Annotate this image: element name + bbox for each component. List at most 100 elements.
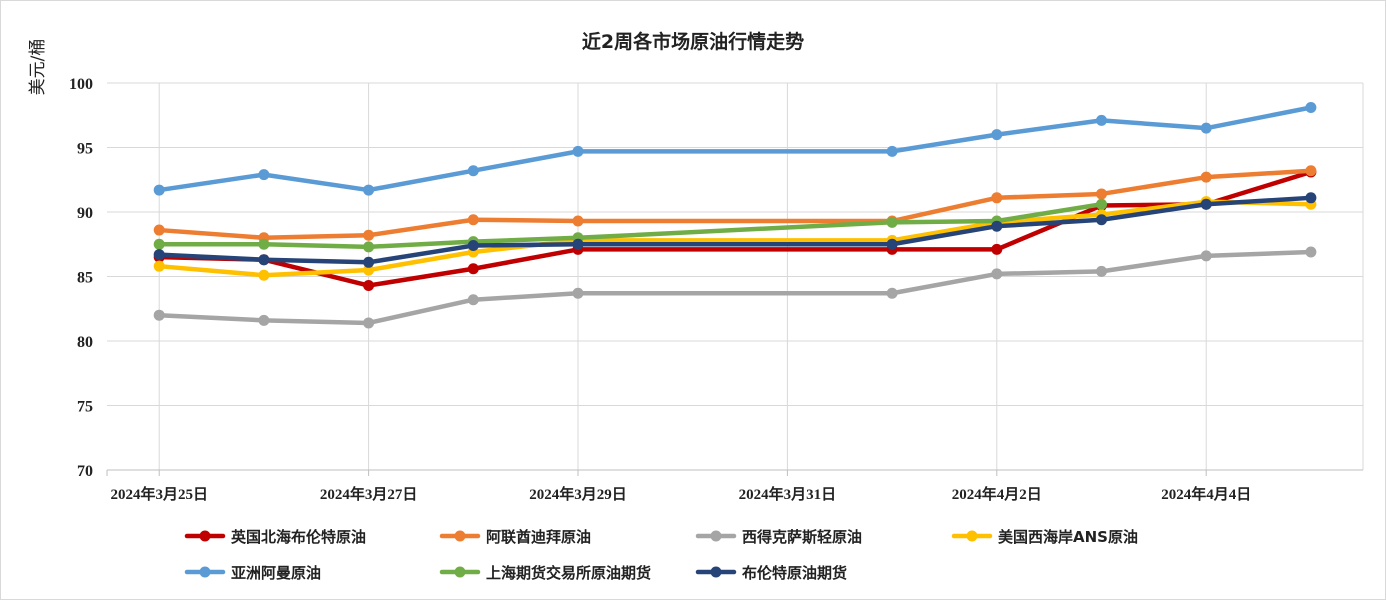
data-point bbox=[572, 215, 584, 227]
legend-label: 亚洲阿曼原油 bbox=[231, 564, 321, 582]
data-point bbox=[1096, 188, 1107, 200]
legend-item: 美国西海岸ANS原油 bbox=[951, 528, 1138, 546]
data-point bbox=[886, 287, 898, 299]
legend-label: 美国西海岸ANS原油 bbox=[998, 528, 1138, 546]
series-line bbox=[156, 195, 1314, 265]
data-point bbox=[258, 169, 270, 181]
data-point bbox=[886, 145, 898, 157]
y-axis-label: 美元/桶 bbox=[28, 39, 48, 96]
legend-item: 布伦特原油期货 bbox=[695, 564, 847, 582]
data-point bbox=[1096, 214, 1107, 226]
y-tick-label: 90 bbox=[77, 205, 93, 222]
data-point bbox=[572, 145, 584, 157]
data-point bbox=[1200, 171, 1212, 183]
chart-title: 近2周各市场原油行情走势 bbox=[582, 30, 804, 53]
series-7 bbox=[153, 192, 1317, 268]
legend-label: 英国北海布伦特原油 bbox=[231, 528, 366, 546]
data-point bbox=[1200, 198, 1212, 210]
series-layer bbox=[153, 102, 1317, 329]
series-line bbox=[156, 168, 1314, 241]
data-point bbox=[1096, 114, 1107, 126]
y-tick-label: 85 bbox=[77, 270, 93, 287]
data-point bbox=[1305, 165, 1317, 177]
legend-swatch-marker bbox=[710, 530, 722, 542]
data-point bbox=[1200, 250, 1212, 262]
x-tick-label: 2024年3月29日 bbox=[529, 485, 627, 503]
data-point bbox=[572, 238, 584, 250]
y-tick-label: 70 bbox=[77, 463, 93, 480]
axis-layer: 70 75 80 85 90 95 100 2024年3月25日 2024年3月27日 2024年… bbox=[69, 76, 1363, 503]
data-point bbox=[1305, 192, 1317, 204]
legend-item: 亚洲阿曼原油 bbox=[184, 564, 321, 582]
data-point bbox=[363, 317, 375, 329]
y-tick-label: 95 bbox=[77, 141, 93, 158]
data-point bbox=[991, 268, 1003, 280]
data-point bbox=[153, 249, 165, 261]
y-tick-label: 80 bbox=[77, 334, 93, 351]
legend-label: 阿联酋迪拜原油 bbox=[486, 528, 591, 546]
legend-item: 西得克萨斯轻原油 bbox=[695, 528, 862, 546]
legend-item: 阿联酋迪拜原油 bbox=[439, 528, 591, 546]
legend-label: 布伦特原油期货 bbox=[742, 564, 847, 582]
data-point bbox=[1096, 265, 1107, 277]
x-tick-label: 2024年3月31日 bbox=[739, 485, 837, 503]
data-point bbox=[153, 309, 165, 321]
series-3 bbox=[153, 246, 1317, 329]
series-line bbox=[156, 105, 1314, 193]
y-tick-label: 100 bbox=[69, 76, 93, 93]
legend-swatch-marker bbox=[966, 530, 978, 542]
data-point bbox=[153, 184, 165, 196]
y-tick-label: 75 bbox=[77, 399, 93, 416]
data-point bbox=[467, 240, 479, 252]
legend-swatch-marker bbox=[454, 530, 466, 542]
data-point bbox=[572, 287, 584, 299]
legend-item: 英国北海布伦特原油 bbox=[184, 528, 366, 546]
data-point bbox=[886, 216, 898, 228]
data-point bbox=[467, 294, 479, 306]
data-point bbox=[258, 238, 270, 250]
data-point bbox=[258, 254, 270, 266]
data-point bbox=[363, 184, 375, 196]
x-tick-label: 2024年3月27日 bbox=[320, 485, 418, 503]
legend-swatch-marker bbox=[454, 566, 466, 578]
data-point bbox=[363, 280, 375, 292]
data-point bbox=[258, 269, 270, 281]
data-point bbox=[991, 192, 1003, 204]
data-point bbox=[363, 264, 375, 276]
data-point bbox=[886, 238, 898, 250]
data-point bbox=[153, 238, 165, 250]
legend-label: 西得克萨斯轻原油 bbox=[742, 528, 862, 546]
x-tick-label: 2024年4月4日 bbox=[1161, 485, 1251, 503]
series-line bbox=[156, 249, 1314, 326]
data-point bbox=[1305, 102, 1317, 114]
legend-item: 上海期货交易所原油期货 bbox=[439, 564, 651, 582]
data-point bbox=[991, 243, 1003, 255]
legend: 英国北海布伦特原油 阿联酋迪拜原油 西得克萨斯轻原油 美国西海岸ANS原油亚洲阿曼原油… bbox=[184, 528, 1138, 582]
grid-layer bbox=[107, 82, 1364, 470]
data-point bbox=[363, 229, 375, 241]
data-point bbox=[467, 263, 479, 275]
data-point bbox=[991, 220, 1003, 232]
series-5 bbox=[153, 102, 1317, 196]
series-line bbox=[156, 202, 1104, 250]
x-tick-label: 2024年3月25日 bbox=[110, 485, 208, 503]
data-point bbox=[1096, 198, 1107, 210]
legend-swatch-marker bbox=[199, 530, 211, 542]
data-point bbox=[1305, 246, 1317, 258]
data-point bbox=[153, 260, 165, 272]
data-point bbox=[1200, 122, 1212, 134]
series-line bbox=[156, 199, 1314, 278]
data-point bbox=[467, 165, 479, 177]
data-point bbox=[991, 129, 1003, 141]
legend-label: 上海期货交易所原油期货 bbox=[486, 564, 651, 582]
legend-swatch-marker bbox=[199, 566, 211, 578]
data-point bbox=[153, 224, 165, 236]
data-point bbox=[467, 214, 479, 226]
legend-swatch-marker bbox=[710, 566, 722, 578]
data-point bbox=[363, 241, 375, 253]
x-tick-label: 2024年4月2日 bbox=[952, 485, 1042, 503]
data-point bbox=[363, 256, 375, 268]
data-point bbox=[258, 314, 270, 326]
